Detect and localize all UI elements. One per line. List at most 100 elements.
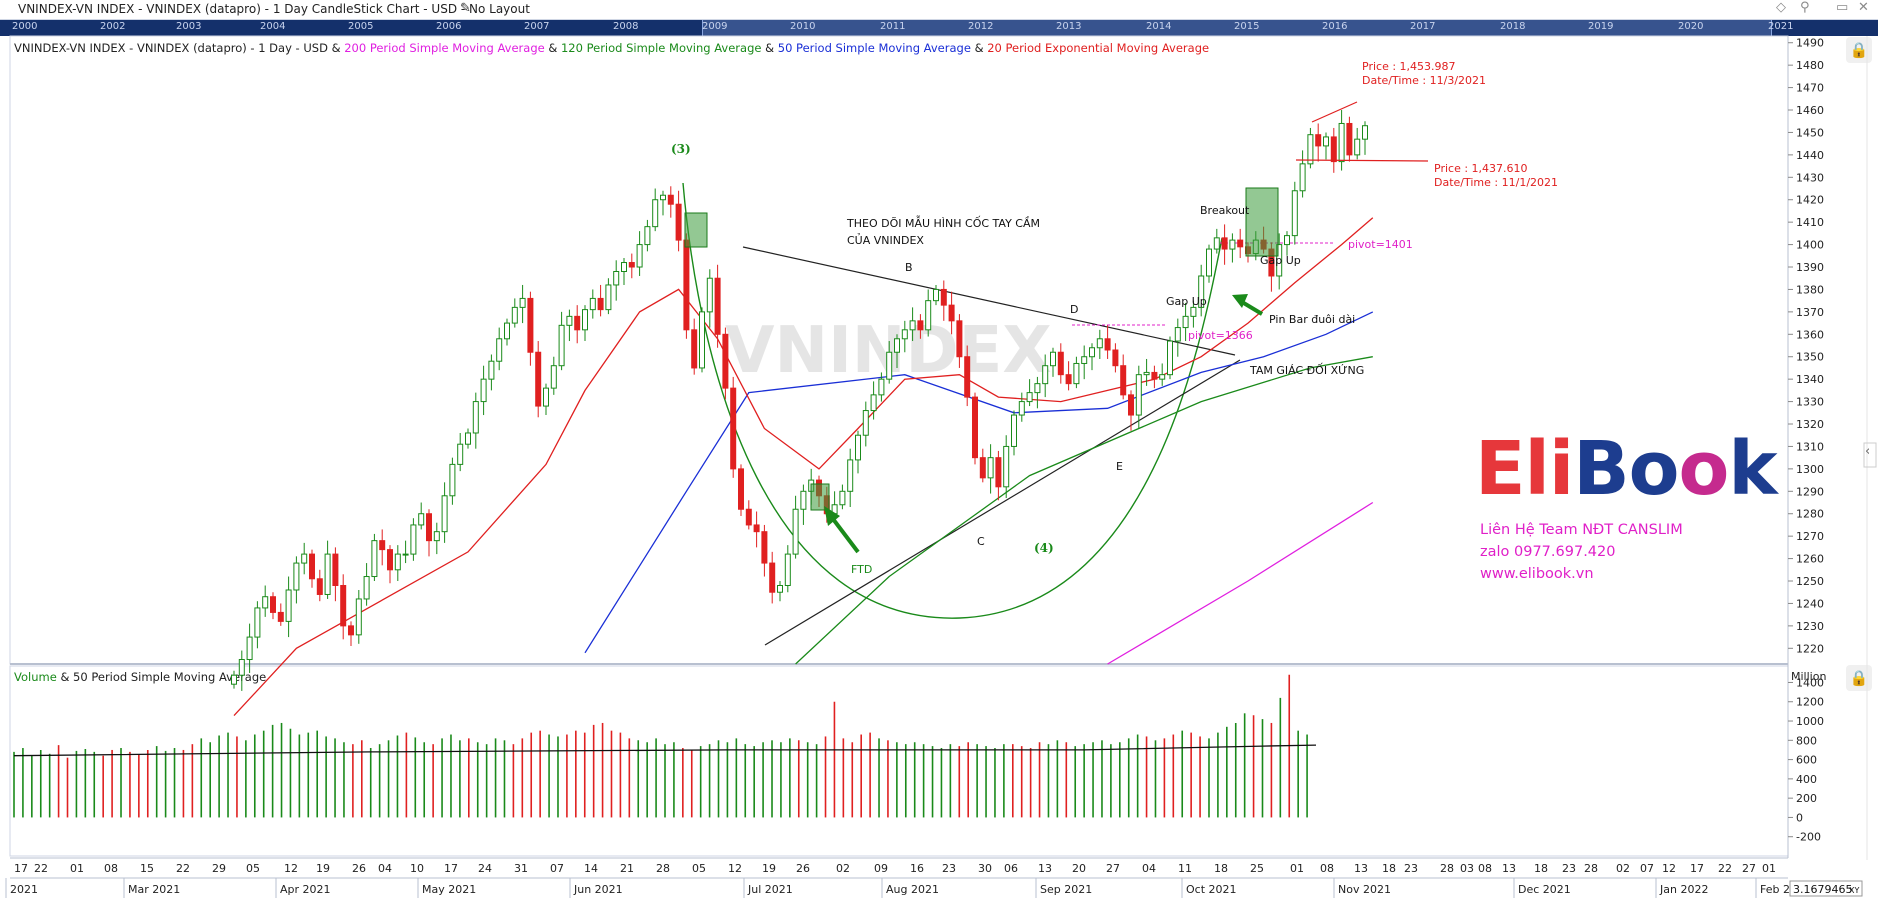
candle: [1089, 343, 1095, 371]
candle-body: [457, 443, 464, 465]
x-day-label: 04: [378, 862, 392, 875]
x-axis-months[interactable]: 2021 Mar 2021 Apr 2021 May 2021 Jun 2021 Jul …: [5, 878, 1790, 898]
candle-body: [1338, 122, 1345, 163]
candle-body: [1291, 190, 1298, 237]
candle: [995, 450, 1002, 501]
candle: [1073, 356, 1080, 389]
x-day-label: 16: [910, 862, 924, 875]
candle-body: [1299, 163, 1306, 192]
x-month-label: Apr 2021: [280, 883, 331, 896]
candle: [1050, 347, 1056, 377]
candle-body: [862, 410, 869, 436]
candle-body: [543, 387, 549, 407]
candle-body: [496, 338, 503, 362]
x-axis-days[interactable]: 17 22 01 08 15 22 29 05 12 19 26 04 10 17 24 31 07 14 21 28…: [14, 862, 1776, 875]
lock-icon[interactable]: 🔒: [1846, 37, 1872, 63]
price-tick-label: 1440: [1796, 149, 1824, 162]
candle: [511, 298, 518, 328]
candle: [371, 533, 378, 582]
navigator-window[interactable]: [702, 20, 1772, 36]
candle-body: [956, 320, 963, 358]
price-tick-label: 1470: [1796, 82, 1824, 95]
candle: [745, 500, 752, 530]
nav-year: 2007: [524, 21, 550, 32]
candle-body: [324, 553, 331, 595]
x-day-label: 18: [1534, 862, 1548, 875]
gap-up-1-label: Gap Up: [1166, 295, 1207, 308]
candle-body: [1190, 306, 1197, 317]
volume-tick-label: 600: [1796, 754, 1817, 767]
navigator-bar[interactable]: 2000 2002 2003 2004 2005 2006 2007 2008 …: [0, 20, 1878, 36]
x-month-label: Mar 2021: [128, 883, 180, 896]
legend-volume[interactable]: Volume: [14, 670, 57, 684]
x-day-label: 18: [1382, 862, 1396, 875]
volume-tick-label: 400: [1796, 773, 1817, 786]
candle-body: [847, 459, 854, 492]
candle-body: [652, 199, 659, 228]
candle-body: [597, 297, 604, 311]
candle-body: [1042, 365, 1049, 385]
candle: [1026, 379, 1033, 407]
candle: [363, 563, 370, 606]
price-axis[interactable]: 1220 1230 1240 1250 1260 1270 1280 1290 1300 1310…: [1788, 37, 1824, 656]
x-day-label: 28: [1584, 862, 1598, 875]
candle-body: [722, 333, 729, 389]
pencil-icon[interactable]: ✎: [460, 1, 471, 16]
legend-sma50[interactable]: 50 Period Simple Moving Average: [777, 41, 971, 55]
x-day-label: 22: [1718, 862, 1732, 875]
restore-icon[interactable]: ▭: [1836, 0, 1849, 15]
legend-sma200[interactable]: 200 Period Simple Moving Average: [344, 41, 545, 55]
candle: [644, 219, 651, 252]
x-day-label: 27: [1742, 862, 1756, 875]
nav-year: 2013: [1056, 21, 1082, 32]
volume-axis[interactable]: -200 0 200 400 600 800 1000 1200 1400: [1788, 676, 1824, 844]
candle-body: [1346, 122, 1353, 156]
candle: [550, 356, 557, 395]
candle: [387, 545, 393, 584]
collapse-icon[interactable]: ‹: [1865, 444, 1870, 459]
candle: [917, 314, 924, 339]
candle-body: [472, 401, 479, 434]
candle: [238, 650, 245, 691]
candle-body: [706, 277, 713, 313]
candle-body: [745, 508, 752, 526]
candle-body: [1206, 248, 1212, 277]
candle: [543, 383, 549, 416]
candle-body: [254, 607, 261, 638]
candle-body: [1089, 347, 1095, 358]
price-tick-label: 1350: [1796, 351, 1824, 364]
diamond-icon[interactable]: ◇: [1776, 0, 1786, 15]
nav-year: 2003: [176, 21, 202, 32]
candle: [246, 623, 253, 673]
x-day-label: 08: [1478, 862, 1492, 875]
legend-prefix: VNINDEX-VN INDEX - VNINDEX (datapro) - 1…: [14, 41, 341, 55]
legend-sma120[interactable]: 120 Period Simple Moving Average: [560, 41, 762, 55]
candle: [496, 327, 503, 371]
legend-volume-sma[interactable]: & 50 Period Simple Moving Average: [60, 670, 267, 684]
candle-body: [683, 239, 690, 331]
legend-ema20[interactable]: 20 Period Exponential Moving Average: [987, 41, 1210, 55]
cup-curve: [682, 182, 1223, 619]
candle-body: [316, 578, 323, 595]
candle: [1229, 233, 1236, 263]
candle: [714, 264, 721, 348]
candle-body: [800, 490, 807, 510]
nav-year: 2006: [436, 21, 462, 32]
legend-amp: &: [548, 41, 558, 55]
xy-toggle-button[interactable]: XY: [1849, 886, 1859, 895]
lock-icon[interactable]: 🔒: [1846, 665, 1872, 691]
pin-icon[interactable]: ⚲: [1800, 0, 1810, 15]
price-mid-label: Price : 1,437.610: [1434, 162, 1528, 175]
collapse-button[interactable]: [1863, 442, 1877, 468]
price-tick-label: 1390: [1796, 261, 1824, 274]
candle-body: [1081, 356, 1088, 364]
candle-body: [886, 351, 893, 380]
title-bar: VNINDEX-VN INDEX - VNINDEX (datapro) - 1…: [0, 0, 1878, 20]
highlight-box-ftd: [810, 483, 830, 511]
close-icon[interactable]: ✕: [1858, 0, 1869, 15]
x-day-label: 09: [874, 862, 888, 875]
price-top-label: Price : 1,453.987: [1362, 60, 1456, 73]
x-month-label: Jun 2021: [573, 883, 623, 896]
candle-body: [589, 297, 596, 311]
